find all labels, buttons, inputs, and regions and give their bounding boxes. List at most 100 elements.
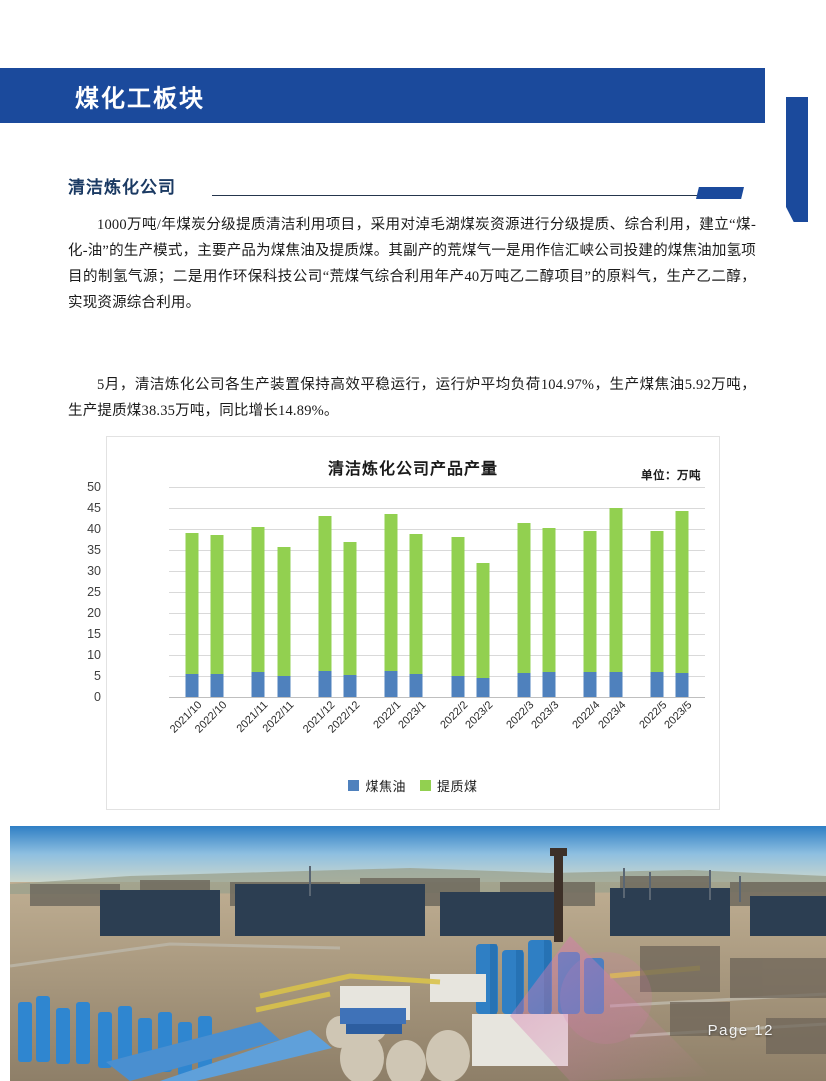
chart-bar [675, 511, 689, 697]
chart-bar-segment-coal-tar [277, 676, 291, 697]
section-heading-rule [212, 195, 712, 196]
chart-bar-slot [644, 487, 669, 697]
chart-plot-area [169, 487, 705, 698]
chart-y-tick: 30 [87, 564, 101, 578]
chart-bar-segment-upgraded-coal [343, 542, 357, 675]
chart-bar [277, 547, 291, 697]
legend-swatch-icon [420, 780, 431, 791]
chart-bar-slot [271, 487, 296, 697]
chart-bar [517, 522, 531, 697]
chart-bar [583, 530, 597, 697]
chart-bar-slot [246, 487, 271, 697]
chart-gridline [169, 487, 705, 488]
chart-bar-segment-upgraded-coal [384, 514, 398, 671]
chart-legend-label: 煤焦油 [365, 779, 406, 794]
chart-bar-segment-upgraded-coal [277, 547, 291, 676]
chart-bar-segment-coal-tar [517, 673, 531, 697]
chart-bar-segment-coal-tar [185, 673, 199, 697]
chart-bar [185, 533, 199, 697]
side-accent-bar [786, 97, 808, 222]
chart-bar-slot [603, 487, 628, 697]
banner-title: 煤化工板块 [75, 85, 205, 112]
chart-legend-item: 煤焦油 [348, 776, 406, 795]
chart-bar-segment-upgraded-coal [650, 530, 664, 672]
section-heading-label: 清洁炼化公司 [68, 178, 176, 197]
chart-gridline [169, 550, 705, 551]
chart-bar-slot [179, 487, 204, 697]
section-heading: 清洁炼化公司 [68, 173, 748, 201]
chart-bar-segment-upgraded-coal [476, 563, 490, 678]
chart-unit-label: 单位：万吨 [641, 470, 701, 482]
chart-bar [343, 542, 357, 697]
chart-gridline [169, 655, 705, 656]
chart-y-tick: 45 [87, 501, 101, 515]
chart-title: 清洁炼化公司产品产量 [327, 461, 498, 478]
chart-bar [451, 537, 465, 697]
chart-bar-segment-coal-tar [343, 674, 357, 697]
chart-bar [542, 528, 556, 697]
chart-bar-segment-coal-tar [451, 675, 465, 697]
chart-gridline [169, 634, 705, 635]
chart-bar-segment-upgraded-coal [318, 515, 332, 671]
chart-y-axis: 50 45 40 35 30 25 20 15 10 5 0 [59, 480, 101, 704]
page-banner: 煤化工板块 [0, 68, 765, 123]
chart-bar-segment-upgraded-coal [583, 530, 597, 672]
chart-bar-segment-coal-tar [251, 671, 265, 697]
chart-bars [169, 487, 705, 697]
chart-y-tick: 35 [87, 543, 101, 557]
chart-bar-slot [404, 487, 429, 697]
chart-bar-slot [445, 487, 470, 697]
plant-aerial-photo: Page 12 [10, 826, 826, 1081]
intro-paragraph: 1000万吨/年煤炭分级提质清洁利用项目，采用对淖毛湖煤炭资源进行分级提质、综合… [68, 217, 756, 311]
chart-bar-segment-upgraded-coal [409, 534, 423, 674]
chart-bar-segment-coal-tar [384, 670, 398, 697]
chart-legend-label: 提质煤 [437, 779, 478, 794]
chart-bar-slot [337, 487, 362, 697]
chart-bar-slot [578, 487, 603, 697]
chart-bar-segment-upgraded-coal [517, 522, 531, 674]
chart-bar-segment-upgraded-coal [609, 508, 623, 672]
chart-legend: 煤焦油 提质煤 [107, 776, 719, 795]
chart-y-tick: 10 [87, 648, 101, 662]
chart-bar-segment-coal-tar [210, 673, 224, 697]
monthly-summary-paragraph: 5月，清洁炼化公司各生产装置保持高效平稳运行，运行炉平均负荷104.97%，生产… [68, 377, 756, 419]
chart-y-tick: 5 [94, 669, 101, 683]
chart-y-tick: 15 [87, 627, 101, 641]
chart-bar [650, 530, 664, 697]
chart-bar-segment-upgraded-coal [451, 537, 465, 676]
chart-y-tick: 50 [87, 480, 101, 494]
chart-bar-segment-upgraded-coal [675, 511, 689, 673]
chart-gridline [169, 697, 705, 698]
chart-bar-segment-coal-tar [583, 671, 597, 697]
section-heading-tag [696, 187, 744, 199]
chart-bar-segment-upgraded-coal [251, 526, 265, 672]
chart-bar-segment-coal-tar [542, 671, 556, 697]
chart-y-tick: 25 [87, 585, 101, 599]
chart-bar-segment-coal-tar [409, 673, 423, 697]
legend-swatch-icon [348, 780, 360, 791]
chart-bar-segment-upgraded-coal [185, 533, 199, 674]
chart-bar [476, 563, 490, 697]
chart-gridline [169, 592, 705, 593]
chart-gridline [169, 676, 705, 677]
chart-gridlines [169, 487, 705, 698]
chart-legend-item: 提质煤 [420, 776, 478, 795]
chart-bar-segment-coal-tar [476, 677, 490, 697]
chart-bar-slot [312, 487, 337, 697]
production-chart: 清洁炼化公司产品产量 单位：万吨 50 45 40 35 30 25 20 15 10 5 0 20… [87, 436, 720, 810]
chart-bar-slot [204, 487, 229, 697]
chart-gridline [169, 529, 705, 530]
chart-bar [384, 514, 398, 697]
chart-bar-segment-upgraded-coal [542, 528, 556, 672]
chart-bar [609, 508, 623, 697]
chart-bar-slot [378, 487, 403, 697]
chart-bar-segment-coal-tar [609, 671, 623, 697]
chart-bar [409, 534, 423, 697]
chart-bar-slot [537, 487, 562, 697]
chart-bar-segment-coal-tar [318, 670, 332, 697]
chart-bar-segment-upgraded-coal [210, 534, 224, 674]
chart-bar [318, 515, 332, 697]
chart-y-tick: 40 [87, 522, 101, 536]
chart-bar [210, 534, 224, 697]
chart-bar-slot [511, 487, 536, 697]
